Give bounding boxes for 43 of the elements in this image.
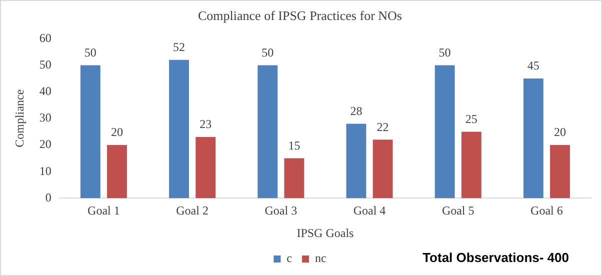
bar (434, 65, 455, 198)
x-tick-label: Goal 2 (176, 204, 208, 218)
y-tick-label: 60 (39, 30, 52, 45)
x-tick-label: Goal 5 (442, 204, 474, 218)
y-tick-label: 50 (39, 57, 52, 72)
x-axis-title: IPSG Goals (296, 226, 354, 240)
bar (196, 137, 216, 198)
y-tick-label: 30 (39, 110, 52, 125)
legend-label: c (286, 251, 292, 266)
bar (284, 158, 304, 198)
data-label: 45 (527, 58, 540, 73)
bar (107, 145, 127, 198)
bar (550, 145, 570, 198)
x-tick-label: Goal 6 (530, 204, 563, 218)
data-label: 22 (376, 120, 389, 134)
data-label: 20 (554, 125, 566, 140)
bar (372, 140, 393, 198)
data-label: 52 (173, 40, 186, 54)
chart-title: Compliance of IPSG Practices for NOs (198, 8, 402, 24)
bar (523, 78, 544, 198)
x-tick-label: Goal 4 (353, 204, 386, 218)
bar (258, 65, 278, 198)
data-label: 50 (84, 45, 96, 60)
y-tick-label: 0 (45, 190, 52, 204)
y-tick-label: 40 (39, 84, 52, 98)
y-tick-label: 20 (39, 137, 52, 152)
data-label: 23 (200, 117, 212, 132)
data-label: 50 (438, 45, 451, 60)
data-label: 25 (465, 112, 478, 126)
legend-label: nc (315, 251, 326, 266)
data-label: 15 (288, 138, 300, 152)
y-tick-label: 10 (39, 164, 52, 178)
bar (346, 124, 366, 198)
x-tick-label: Goal 3 (264, 204, 298, 218)
bar (169, 60, 189, 198)
data-label: 28 (350, 104, 362, 118)
data-label: 20 (110, 125, 123, 140)
x-tick-label: Goal 1 (88, 204, 120, 218)
data-label: 50 (262, 45, 274, 60)
bar (80, 65, 100, 198)
bar (461, 132, 482, 198)
y-axis-title: Compliance (12, 89, 26, 148)
text: Total Observations- 400 (422, 250, 569, 265)
